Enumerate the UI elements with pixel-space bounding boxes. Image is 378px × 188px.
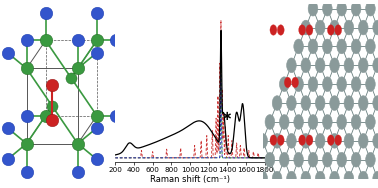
Circle shape (351, 1, 361, 16)
Circle shape (315, 58, 325, 73)
Circle shape (358, 96, 368, 110)
Circle shape (279, 77, 289, 92)
Circle shape (301, 171, 311, 186)
Circle shape (330, 96, 339, 110)
Circle shape (284, 77, 291, 88)
Circle shape (344, 171, 354, 186)
Circle shape (335, 135, 342, 145)
Circle shape (330, 171, 339, 186)
Circle shape (265, 115, 275, 129)
Circle shape (306, 135, 313, 145)
Circle shape (351, 39, 361, 54)
Circle shape (358, 133, 368, 148)
Circle shape (308, 1, 318, 16)
Circle shape (330, 133, 339, 148)
Circle shape (308, 39, 318, 54)
Circle shape (322, 152, 332, 167)
Circle shape (277, 25, 284, 35)
Circle shape (351, 115, 361, 129)
Circle shape (322, 39, 332, 54)
Circle shape (315, 96, 325, 110)
Circle shape (337, 39, 347, 54)
Circle shape (315, 20, 325, 35)
Circle shape (358, 58, 368, 73)
Circle shape (366, 1, 375, 16)
Circle shape (327, 135, 334, 145)
Circle shape (279, 115, 289, 129)
Circle shape (294, 77, 304, 92)
Circle shape (344, 58, 354, 73)
Circle shape (322, 77, 332, 92)
Circle shape (272, 171, 282, 186)
Circle shape (272, 133, 282, 148)
X-axis label: Raman shift (cm⁻¹): Raman shift (cm⁻¹) (150, 175, 230, 184)
Circle shape (292, 77, 299, 88)
Circle shape (299, 135, 305, 145)
Circle shape (373, 133, 378, 148)
Circle shape (366, 77, 375, 92)
Circle shape (337, 115, 347, 129)
Circle shape (279, 152, 289, 167)
Circle shape (344, 96, 354, 110)
Circle shape (322, 1, 332, 16)
Circle shape (337, 77, 347, 92)
Circle shape (287, 171, 296, 186)
Circle shape (373, 58, 378, 73)
Circle shape (366, 39, 375, 54)
Circle shape (366, 115, 375, 129)
Circle shape (258, 133, 268, 148)
Circle shape (308, 115, 318, 129)
Circle shape (308, 152, 318, 167)
Circle shape (301, 58, 311, 73)
Circle shape (287, 96, 296, 110)
Circle shape (344, 20, 354, 35)
Circle shape (351, 77, 361, 92)
Circle shape (335, 25, 342, 35)
Circle shape (308, 77, 318, 92)
Circle shape (315, 171, 325, 186)
Text: ∗: ∗ (222, 110, 232, 124)
Circle shape (322, 115, 332, 129)
Circle shape (294, 115, 304, 129)
Circle shape (373, 171, 378, 186)
Circle shape (265, 152, 275, 167)
Circle shape (270, 25, 277, 35)
Circle shape (277, 135, 284, 145)
Circle shape (270, 135, 277, 145)
Circle shape (301, 133, 311, 148)
Circle shape (301, 20, 311, 35)
Circle shape (358, 20, 368, 35)
Circle shape (351, 152, 361, 167)
Circle shape (299, 25, 305, 35)
Circle shape (366, 152, 375, 167)
Circle shape (301, 96, 311, 110)
Circle shape (272, 96, 282, 110)
Circle shape (373, 20, 378, 35)
Circle shape (358, 171, 368, 186)
Circle shape (294, 152, 304, 167)
Circle shape (306, 25, 313, 35)
Circle shape (258, 171, 268, 186)
Circle shape (337, 1, 347, 16)
Circle shape (287, 58, 296, 73)
Circle shape (287, 133, 296, 148)
Circle shape (294, 39, 304, 54)
Circle shape (330, 20, 339, 35)
Circle shape (373, 96, 378, 110)
Circle shape (315, 133, 325, 148)
Circle shape (344, 133, 354, 148)
Circle shape (327, 25, 334, 35)
Circle shape (337, 152, 347, 167)
Circle shape (330, 58, 339, 73)
